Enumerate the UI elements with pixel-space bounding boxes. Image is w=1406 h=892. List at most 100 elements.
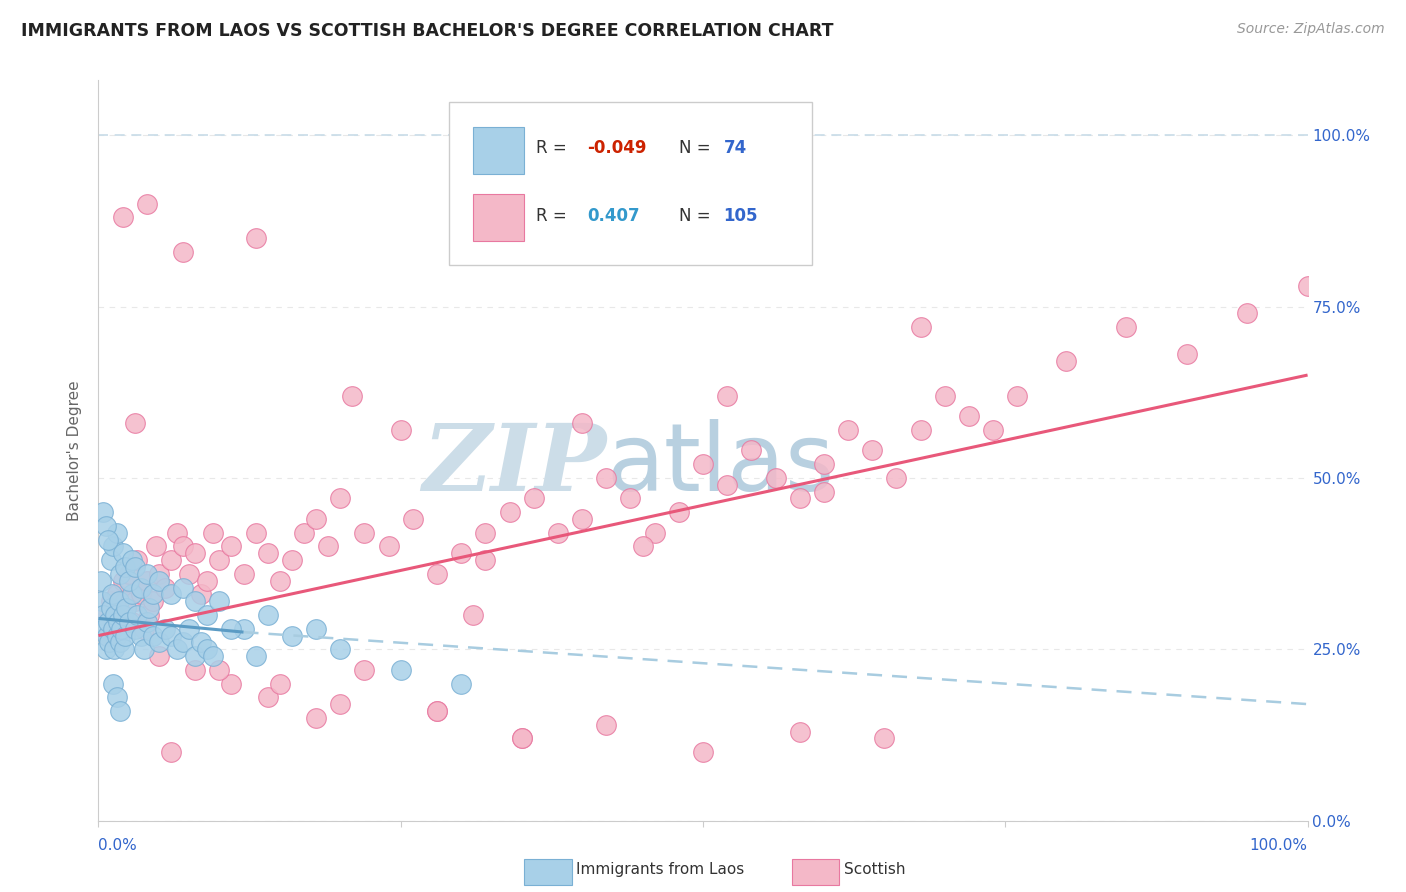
FancyBboxPatch shape: [474, 127, 524, 174]
Point: [305, 512, 328, 526]
Point: [523, 491, 546, 506]
Point: [208, 553, 231, 567]
Point: [195, 642, 218, 657]
Point: [166, 525, 188, 540]
Point: [202, 649, 225, 664]
Point: [426, 566, 449, 581]
Point: [474, 525, 496, 540]
Text: 100.0%: 100.0%: [1250, 838, 1308, 853]
Point: [1296, 279, 1319, 293]
Point: [957, 409, 980, 424]
Point: [124, 416, 146, 430]
Point: [100, 601, 122, 615]
Point: [221, 676, 243, 690]
Point: [105, 587, 128, 601]
Point: [910, 423, 932, 437]
Point: [619, 491, 641, 506]
Point: [101, 622, 124, 636]
Point: [160, 745, 183, 759]
Point: [118, 574, 141, 588]
Y-axis label: Bachelor's Degree: Bachelor's Degree: [67, 380, 83, 521]
Point: [114, 628, 136, 642]
Point: [595, 471, 617, 485]
Point: [129, 587, 152, 601]
Point: [138, 607, 160, 622]
Point: [184, 649, 207, 664]
Point: [692, 745, 714, 759]
Point: [353, 663, 375, 677]
Point: [129, 581, 152, 595]
Point: [103, 642, 125, 657]
Point: [127, 553, 149, 567]
Point: [111, 574, 134, 588]
Point: [100, 594, 122, 608]
Point: [118, 566, 141, 581]
Point: [111, 607, 134, 622]
Point: [389, 423, 412, 437]
Point: [595, 717, 617, 731]
Point: [547, 525, 569, 540]
Point: [101, 676, 124, 690]
Point: [100, 553, 122, 567]
Point: [450, 676, 472, 690]
Point: [135, 196, 157, 211]
Point: [873, 731, 896, 746]
Point: [1175, 347, 1198, 361]
Point: [108, 607, 131, 622]
Point: [202, 525, 225, 540]
Point: [329, 642, 352, 657]
Point: [148, 635, 170, 649]
Point: [100, 587, 122, 601]
Point: [107, 615, 129, 629]
Point: [245, 231, 267, 245]
Point: [281, 553, 304, 567]
Point: [269, 574, 291, 588]
Text: 0.0%: 0.0%: [98, 838, 138, 853]
Point: [510, 731, 533, 746]
Point: [134, 642, 156, 657]
Point: [813, 457, 835, 471]
Point: [91, 607, 114, 622]
Point: [644, 525, 666, 540]
Point: [160, 628, 183, 642]
Point: [498, 505, 520, 519]
Point: [142, 594, 165, 608]
Point: [353, 525, 375, 540]
Point: [765, 471, 787, 485]
Point: [305, 711, 328, 725]
Point: [124, 594, 146, 608]
Point: [114, 594, 136, 608]
Point: [166, 642, 188, 657]
Point: [105, 525, 128, 540]
Point: [1236, 306, 1258, 320]
Text: 0.407: 0.407: [586, 207, 640, 225]
Point: [90, 574, 112, 588]
Text: N =: N =: [679, 139, 710, 157]
Point: [716, 389, 738, 403]
Point: [118, 615, 141, 629]
Text: R =: R =: [536, 207, 567, 225]
Point: [813, 484, 835, 499]
Point: [305, 622, 328, 636]
Point: [886, 471, 908, 485]
Point: [208, 594, 231, 608]
Point: [135, 574, 157, 588]
Text: N =: N =: [679, 207, 710, 225]
Point: [108, 566, 131, 581]
Point: [93, 607, 115, 622]
Point: [981, 423, 1004, 437]
Text: ZIP: ZIP: [422, 420, 606, 510]
Point: [142, 628, 165, 642]
Point: [115, 601, 138, 615]
Point: [121, 587, 143, 601]
Point: [389, 663, 412, 677]
Point: [179, 566, 201, 581]
Point: [221, 540, 243, 554]
Point: [716, 477, 738, 491]
Point: [172, 635, 194, 649]
Point: [184, 663, 207, 677]
Point: [208, 663, 231, 677]
Point: [934, 389, 956, 403]
Point: [121, 553, 143, 567]
Point: [172, 540, 194, 554]
